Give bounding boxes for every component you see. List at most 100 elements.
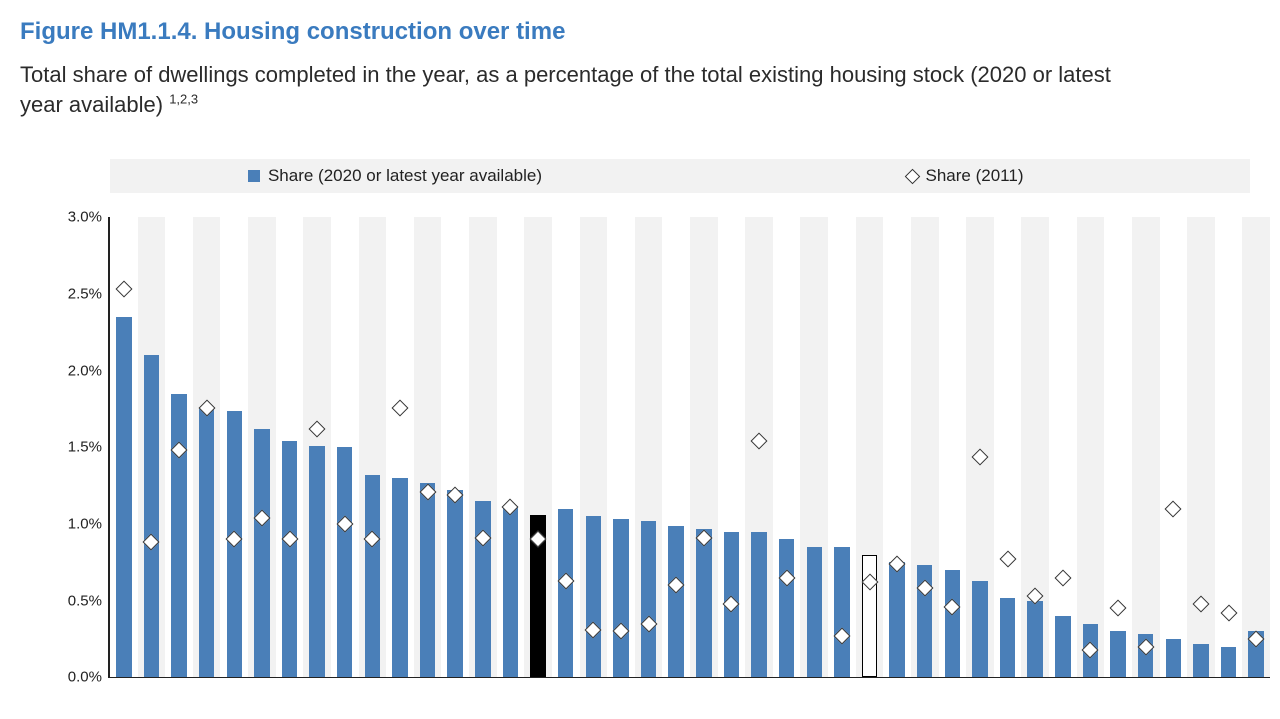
bar-slot [1160,217,1188,677]
bar [779,539,794,677]
bar [392,478,407,677]
bar [475,501,490,677]
bar-slot [773,217,801,677]
bar-slot [662,217,690,677]
subtitle-line-2: year available) [20,92,163,117]
footnote-marks: 1,2,3 [169,91,198,106]
bar [889,562,904,677]
bar-slot [939,217,967,677]
bar [1110,631,1125,677]
legend-item-bar: Share (2020 or latest year available) [110,166,680,186]
bar-slot [994,217,1022,677]
bar [282,441,297,677]
y-tick-label: 1.0% [68,516,102,533]
chart: 0.0%0.5%1.0%1.5%2.0%2.5%3.0% [50,217,1270,687]
bar [116,317,131,677]
plot-area [110,217,1270,677]
marker-diamond [1110,600,1127,617]
bar-slot [800,217,828,677]
bar-slot [248,217,276,677]
y-tick-label: 2.5% [68,286,102,303]
bar [807,547,822,677]
bar [586,516,601,677]
page: Figure HM1.1.4. Housing construction ove… [0,0,1280,719]
bar [420,483,435,678]
y-tick-label: 0.5% [68,592,102,609]
y-tick-label: 0.0% [68,669,102,686]
bar-slot [220,217,248,677]
bar-slot [386,217,414,677]
bar-slot [607,217,635,677]
bar [144,355,159,677]
bar-slot [1104,217,1132,677]
bar [1166,639,1181,677]
bar-slot [690,217,718,677]
bar-slot [1215,217,1243,677]
alt-band [1132,217,1160,677]
bar-slot [635,217,663,677]
bar [668,526,683,678]
square-icon [248,170,260,182]
bar-slot [580,217,608,677]
bar [696,529,711,678]
bar-slot [359,217,387,677]
marker-diamond [1220,604,1237,621]
marker-diamond [1054,569,1071,586]
bar [1027,601,1042,678]
figure-subtitle: Total share of dwellings completed in th… [20,60,1260,119]
y-tick-label: 2.0% [68,362,102,379]
legend-item-marker: Share (2011) [680,166,1250,186]
bar [558,509,573,678]
bar-slot [469,217,497,677]
bar [337,447,352,677]
marker-diamond [115,281,132,298]
bar-slot [718,217,746,677]
bar-slot [1242,217,1270,677]
bar [972,581,987,678]
bar-slot [497,217,525,677]
bar [613,519,628,677]
bar-slot [883,217,911,677]
bar [751,532,766,678]
bar [834,547,849,677]
alt-band [1077,217,1105,677]
bar [503,506,518,678]
bar-slot [856,217,884,677]
bar-slot [1049,217,1077,677]
bar [945,570,960,677]
bar-slot [911,217,939,677]
alt-band [1242,217,1270,677]
y-axis: 0.0%0.5%1.0%1.5%2.0%2.5%3.0% [50,217,108,687]
bar-slot [331,217,359,677]
bar-slot [414,217,442,677]
figure-title: Figure HM1.1.4. Housing construction ove… [20,18,1260,46]
x-axis-line [108,677,1270,679]
bar-slot [1077,217,1105,677]
legend: Share (2020 or latest year available) Sh… [110,159,1250,193]
bar-slot [1021,217,1049,677]
bar [254,429,269,677]
bar-slot [524,217,552,677]
bar-slot [1187,217,1215,677]
legend-bar-label: Share (2020 or latest year available) [268,166,542,186]
bar-slot [276,217,304,677]
diamond-icon [904,169,920,185]
bar [309,446,324,678]
bar-slot [110,217,138,677]
bar [199,409,214,677]
bar [447,490,462,677]
bar-slot [193,217,221,677]
bar-slot [966,217,994,677]
bar-slot [828,217,856,677]
bar-slot [165,217,193,677]
bar [1221,647,1236,678]
bar [1193,644,1208,678]
legend-marker-label: Share (2011) [926,166,1024,186]
bar [641,521,656,677]
bar [365,475,380,677]
bar-slot [745,217,773,677]
marker-diamond [999,551,1016,568]
marker-diamond [391,399,408,416]
marker-diamond [1165,500,1182,517]
y-tick-label: 3.0% [68,209,102,226]
